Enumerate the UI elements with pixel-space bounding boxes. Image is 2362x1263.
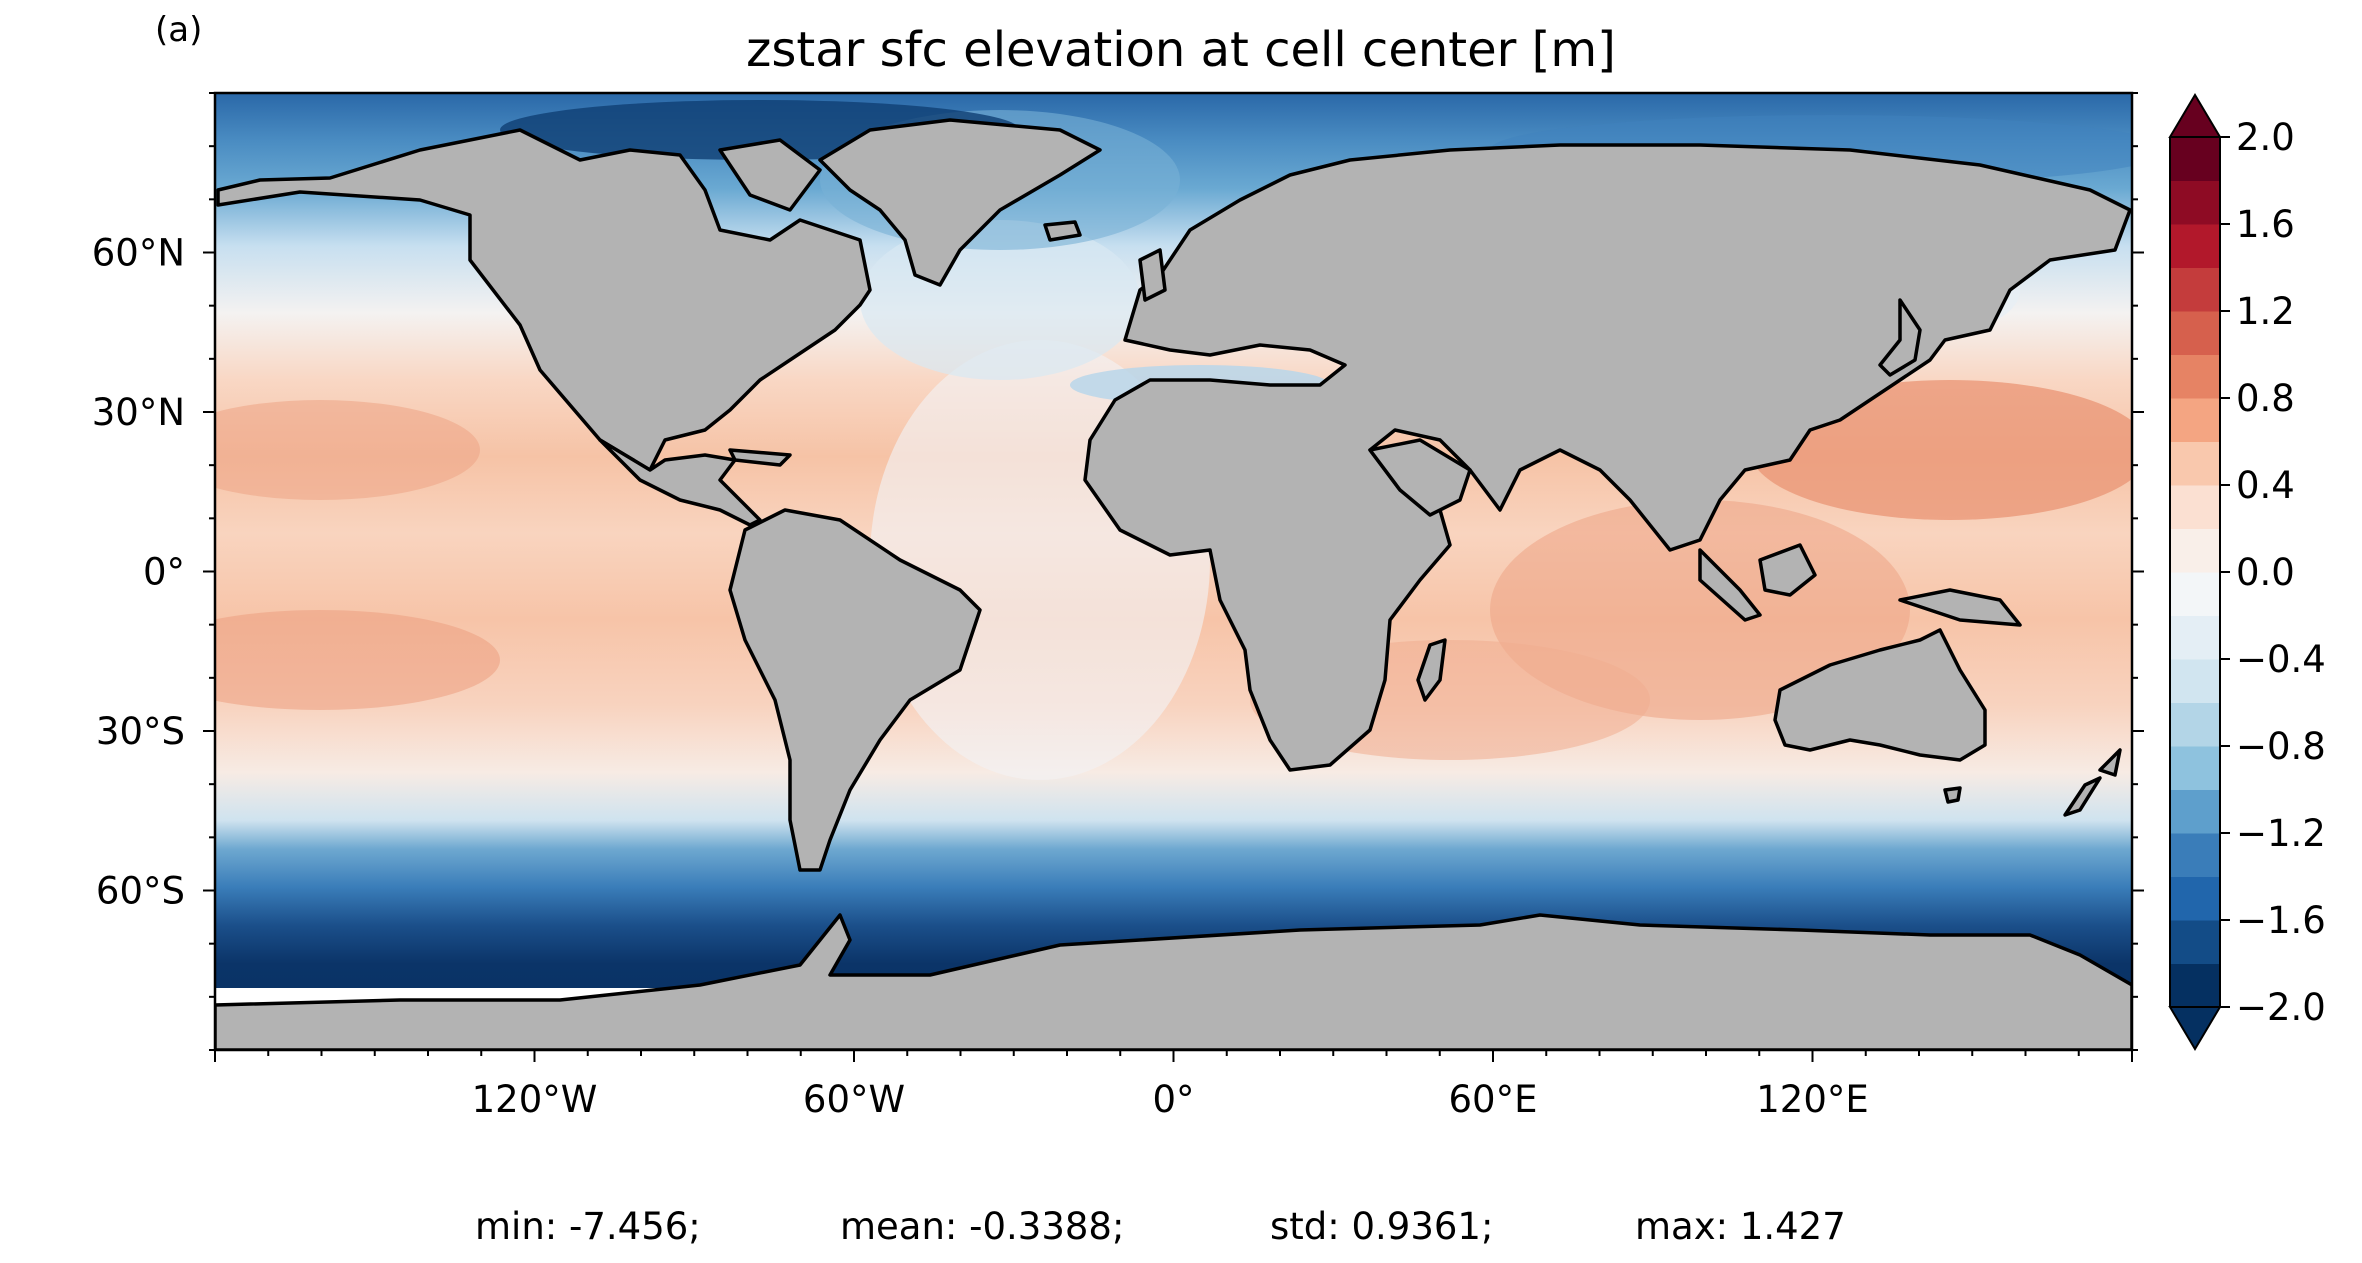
colorbar-segment [2170, 398, 2220, 442]
lat-tick-label: 0° [143, 551, 185, 594]
stat-min: min: -7.456; [475, 1205, 701, 1248]
lat-tick-label: 30°N [92, 391, 185, 434]
lat-tick-label: 60°S [96, 870, 185, 913]
lat-tick-label: 60°N [92, 232, 185, 275]
colorbar-segment [2170, 267, 2220, 312]
lon-tick-label: 120°E [1756, 1078, 1869, 1121]
colorbar-tick-label: 2.0 [2236, 116, 2295, 159]
colorbar-tick-label: 0.4 [2236, 464, 2295, 507]
colorbar-segment [2170, 485, 2220, 529]
colorbar-segment [2170, 441, 2220, 486]
latitude-axis: 60°N 30°N 0° 30°S 60°S [92, 92, 2144, 1051]
colorbar-segment [2170, 137, 2220, 181]
colorbar-tick-label: −2.0 [2236, 986, 2326, 1029]
lon-tick-label: 60°E [1449, 1078, 1538, 1121]
colorbar-tick-label: 0.8 [2236, 377, 2295, 420]
colorbar-segment [2170, 789, 2220, 834]
colorbar-segment [2170, 920, 2220, 964]
colorbar-tick-label: −0.8 [2236, 725, 2326, 768]
lat-tick-label: 30°S [96, 710, 185, 753]
lon-tick-label: 120°W [472, 1078, 598, 1121]
colorbar-segment [2170, 702, 2220, 747]
colorbar-extend-min [2168, 1006, 2222, 1051]
colorbar-extend-max [2168, 93, 2222, 138]
colorbar-segment [2170, 224, 2220, 268]
colorbar-segment [2170, 180, 2220, 225]
colorbar-tick-label: −1.2 [2236, 812, 2326, 855]
colorbar: 2.0 1.6 1.2 0.8 0.4 0.0 −0.4 −0.8 −1.2 −1.6 −2.0 [2168, 93, 2326, 1051]
colorbar-tick-label: 1.2 [2236, 290, 2295, 333]
colorbar-segment [2170, 659, 2220, 703]
colorbar-segment [2170, 528, 2220, 573]
colorbar-segment [2170, 876, 2220, 921]
colorbar-segment [2170, 746, 2220, 790]
colorbar-tick-label: −0.4 [2236, 638, 2326, 681]
map-title: zstar sfc elevation at cell center [m] [746, 22, 1616, 78]
ssh-field [215, 93, 2132, 1050]
lon-tick-label: 60°W [803, 1078, 905, 1121]
colorbar-segment [2170, 572, 2220, 616]
colorbar-segment [2170, 311, 2220, 355]
colorbar-segment [2170, 354, 2220, 399]
colorbar-segment [2170, 963, 2220, 1008]
panel-label: (a) [155, 10, 203, 50]
colorbar-tick-label: 1.6 [2236, 203, 2295, 246]
longitude-axis: 120°W 60°W 0° 60°E 120°E [214, 1050, 2133, 1121]
colorbar-tick-label: −1.6 [2236, 899, 2326, 942]
lon-tick-label: 0° [1152, 1078, 1194, 1121]
colorbar-tick-label: 0.0 [2236, 551, 2295, 594]
land [215, 118, 2132, 1050]
stat-mean: mean: -0.3388; [840, 1205, 1125, 1248]
stat-std: std: 0.9361; [1270, 1205, 1494, 1248]
stat-max: max: 1.427 [1635, 1205, 1846, 1248]
colorbar-segment [2170, 833, 2220, 877]
colorbar-segment [2170, 615, 2220, 660]
